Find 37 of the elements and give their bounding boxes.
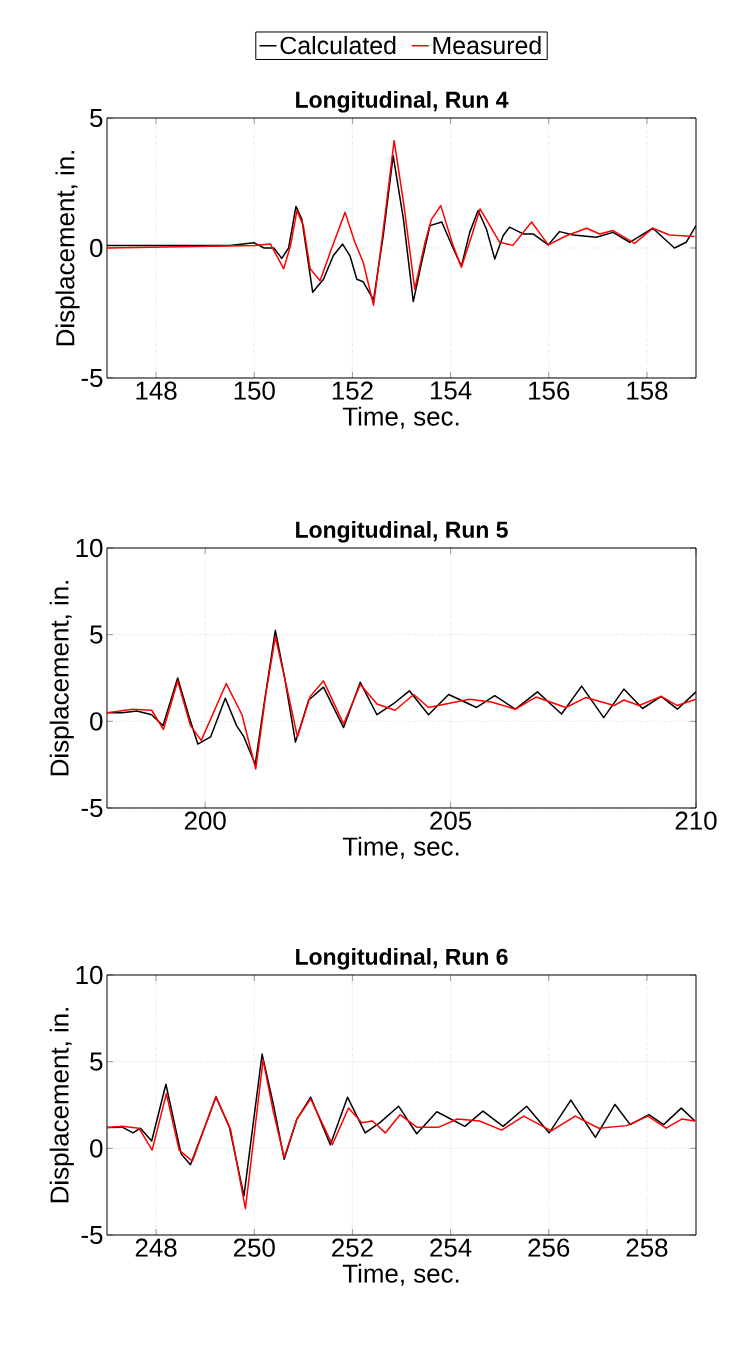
x-tick-label: 154 bbox=[430, 381, 472, 400]
chart-title: Longitudinal, Run 6 bbox=[296, 948, 508, 970]
y-tick-label: -5 bbox=[81, 368, 103, 388]
y-tick-label: 5 bbox=[90, 1052, 103, 1071]
x-tick-label: 254 bbox=[430, 1238, 472, 1257]
y-tick-label: 0 bbox=[90, 712, 103, 731]
chart-title: Longitudinal, Run 5 bbox=[296, 521, 508, 543]
x-tick-label: 258 bbox=[626, 1238, 668, 1257]
legend-label: Measured bbox=[433, 35, 541, 55]
y-tick-label: 5 bbox=[90, 625, 103, 644]
x-tick-label: 150 bbox=[234, 381, 275, 400]
y-axis-title: Displacement, in. bbox=[49, 1008, 74, 1203]
x-tick-label: 200 bbox=[184, 811, 226, 830]
x-tick-label: 152 bbox=[332, 381, 373, 400]
y-tick-label: -5 bbox=[81, 1225, 103, 1245]
x-tick-label: 210 bbox=[675, 811, 717, 830]
y-tick-label: 0 bbox=[90, 238, 103, 258]
x-tick-label: 158 bbox=[627, 381, 668, 400]
x-tick-label: 252 bbox=[332, 1238, 373, 1257]
y-tick-label: 10 bbox=[76, 965, 103, 985]
x-tick-label: 256 bbox=[528, 1238, 570, 1257]
y-axis-title: Displacement, in. bbox=[49, 581, 74, 776]
x-axis-title: Time, sec. bbox=[342, 406, 459, 429]
x-tick-label: 205 bbox=[430, 811, 472, 830]
y-tick-label: 0 bbox=[90, 1139, 103, 1158]
y-tick-label: 5 bbox=[90, 108, 103, 128]
y-tick-label: 10 bbox=[76, 538, 103, 558]
x-tick-label: 250 bbox=[233, 1238, 275, 1257]
y-axis-title: Displacement, in. bbox=[55, 151, 80, 346]
chart-title: Longitudinal, Run 4 bbox=[296, 91, 509, 113]
x-axis-title: Time, sec. bbox=[342, 1263, 459, 1286]
y-tick-label: -5 bbox=[81, 798, 103, 818]
legend-label: Calculated bbox=[280, 35, 396, 55]
x-tick-label: 148 bbox=[136, 381, 177, 400]
x-tick-label: 156 bbox=[529, 381, 570, 400]
x-axis-title: Time, sec. bbox=[342, 836, 459, 859]
x-tick-label: 248 bbox=[135, 1238, 177, 1257]
